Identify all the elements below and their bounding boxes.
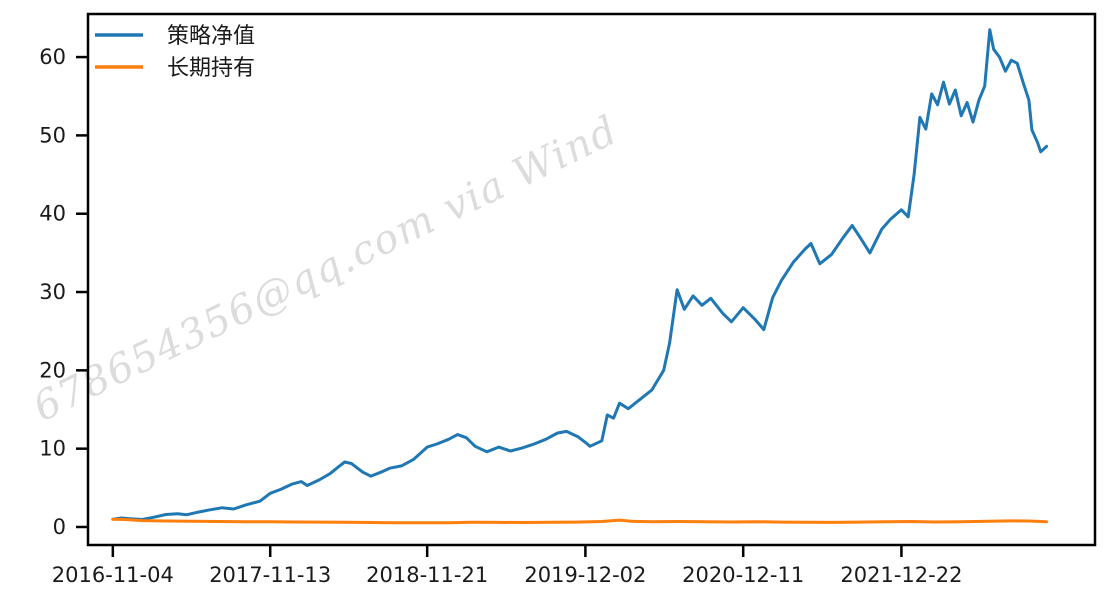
x-tick-label: 2019-12-02 bbox=[524, 563, 646, 587]
y-tick-label: 0 bbox=[53, 515, 66, 539]
series-line-hold bbox=[111, 517, 1049, 525]
y-tick-label: 60 bbox=[39, 45, 66, 69]
y-tick-label: 10 bbox=[39, 437, 66, 461]
y-axis-ticks: 0 10 20 30 40 50 60 bbox=[39, 45, 88, 539]
x-axis-ticks: 2016-11-04 2017-11-13 2018-11-21 2019-12-02… bbox=[52, 545, 962, 587]
x-tick-label: 2021-12-22 bbox=[840, 563, 962, 587]
y-tick-label: 40 bbox=[39, 202, 66, 226]
x-tick-label: 2016-11-04 bbox=[52, 563, 174, 587]
y-tick-label: 50 bbox=[39, 123, 66, 147]
plot-frame bbox=[86, 12, 1097, 547]
legend-label-strategy: 策略净值 bbox=[167, 24, 255, 49]
data-series bbox=[111, 28, 1049, 525]
y-tick-label: 30 bbox=[39, 280, 66, 304]
x-tick-label: 2020-12-11 bbox=[682, 563, 804, 587]
x-tick-label: 2017-11-13 bbox=[209, 563, 331, 587]
watermark-text: 678654356@qq.com via Wind bbox=[26, 107, 625, 431]
series-line-strategy bbox=[111, 28, 1049, 521]
x-tick-label: 2018-11-21 bbox=[366, 563, 488, 587]
y-tick-label: 20 bbox=[39, 358, 66, 382]
legend: 策略净值 长期持有 bbox=[95, 24, 255, 81]
legend-label-hold: 长期持有 bbox=[167, 56, 255, 81]
